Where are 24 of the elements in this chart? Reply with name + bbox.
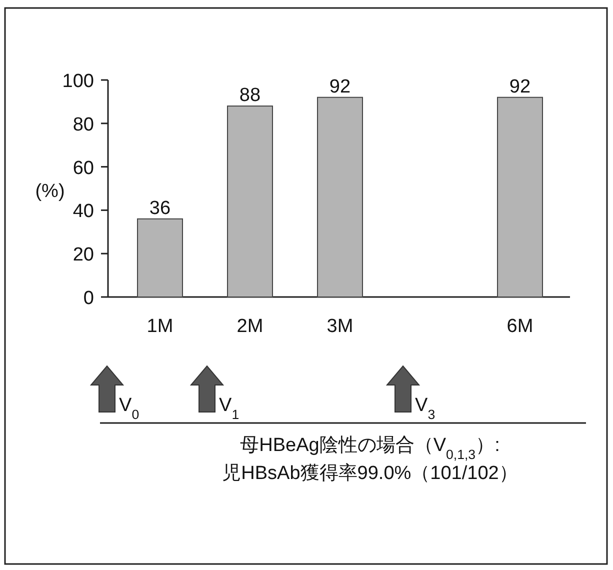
y-tick-label: 40 [72, 201, 94, 222]
y-axis-title: (%) [35, 181, 65, 202]
x-tick-label: 3M [326, 316, 354, 337]
x-tick-label: 2M [236, 316, 264, 337]
data-label: 36 [149, 198, 171, 219]
x-tick-label: 6M [506, 316, 534, 337]
y-tick-label: 0 [83, 288, 94, 309]
text: 母HBeAg陰性の場合（V$_{0,1,3}$）: [240, 435, 500, 462]
y-tick-label: 60 [72, 158, 94, 179]
text: V$_{3}$ [415, 395, 436, 422]
bar [227, 106, 273, 298]
bar [497, 96, 543, 298]
data-label: 92 [509, 76, 531, 98]
y-tick-label: 80 [72, 114, 94, 136]
y-tick-label: 100 [62, 71, 94, 92]
x-tick-label: 1M [146, 316, 174, 337]
bar [317, 96, 363, 298]
text: V$_{1}$ [219, 395, 240, 422]
y-tick-label: 20 [72, 244, 94, 266]
text: V$_{0}$ [119, 395, 140, 422]
data-label: 88 [239, 85, 261, 106]
text: 児HBsAb獲得率99.0%（101/102） [222, 462, 518, 484]
bar [137, 218, 183, 298]
data-label: 92 [329, 76, 351, 98]
